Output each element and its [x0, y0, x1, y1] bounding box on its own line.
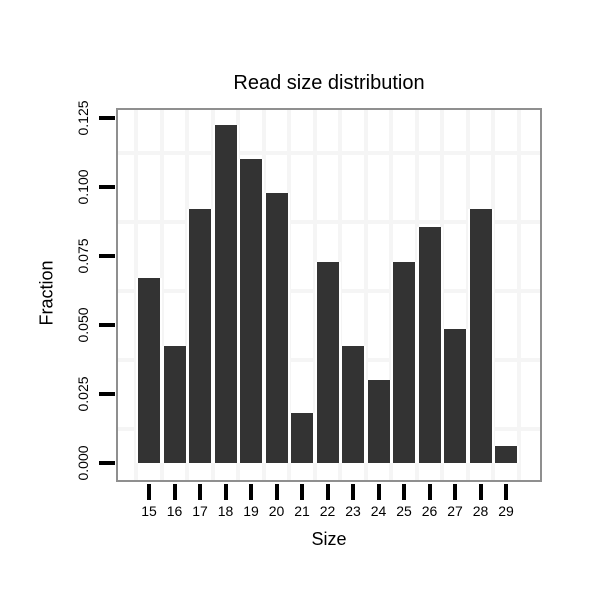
x-axis-tick — [376, 484, 381, 500]
y-axis-tick — [99, 116, 115, 120]
x-axis-tick — [198, 484, 202, 500]
bar — [493, 446, 519, 463]
x-axis-tick-label: 21 — [294, 503, 310, 519]
bar — [340, 346, 366, 463]
x-axis-tick — [274, 484, 279, 500]
x-axis-tick — [504, 484, 508, 500]
y-axis-tick-label: 0.100 — [75, 169, 91, 205]
x-axis-tick-label: 29 — [498, 503, 514, 519]
x-axis-tick-label: 19 — [243, 503, 259, 519]
bar — [212, 125, 239, 463]
chart-title: Read size distribution — [233, 72, 425, 94]
x-axis-tick — [402, 484, 406, 500]
x-axis-tick — [427, 484, 432, 500]
x-axis-tick — [300, 484, 304, 500]
x-axis-tick — [223, 484, 228, 500]
bar — [391, 262, 417, 463]
bar — [187, 209, 213, 463]
x-axis-tick — [351, 484, 355, 500]
bar — [467, 209, 494, 463]
x-axis-tick — [478, 484, 483, 500]
x-axis-tick-label: 25 — [396, 503, 412, 519]
x-axis-tick-label: 18 — [217, 503, 234, 519]
y-axis-tick-label: 0.125 — [75, 100, 91, 136]
x-axis-tick-label: 20 — [268, 503, 285, 519]
bar — [136, 278, 162, 463]
y-axis-tick — [99, 185, 115, 189]
x-axis-tick-label: 28 — [472, 503, 489, 519]
bar — [416, 227, 443, 463]
x-axis-tick-label: 17 — [192, 503, 208, 519]
x-axis-tick — [147, 484, 151, 500]
y-axis-tick — [99, 254, 115, 258]
x-axis-tick-label: 23 — [345, 503, 361, 519]
x-axis-tick-label: 16 — [166, 503, 183, 519]
x-axis-tick — [325, 484, 330, 500]
bar — [263, 193, 290, 463]
bar — [442, 329, 468, 463]
x-axis-tick-label: 24 — [370, 503, 387, 519]
minor-gridline-horizontal — [118, 150, 540, 155]
minor-gridline-vertical — [516, 110, 521, 480]
x-axis-tick-label: 26 — [421, 503, 438, 519]
bar — [314, 262, 341, 463]
y-axis-tick — [99, 461, 115, 465]
plot-panel — [116, 108, 542, 482]
y-axis-tick-label: 0.075 — [75, 238, 91, 274]
x-axis-tick — [249, 484, 253, 500]
x-axis-tick — [453, 484, 457, 500]
x-axis-tick-label: 27 — [447, 503, 463, 519]
y-axis-tick-label: 0.050 — [75, 307, 91, 343]
minor-gridline-vertical — [363, 110, 368, 480]
minor-gridline-horizontal — [118, 219, 540, 224]
y-axis-title: Fraction — [36, 260, 57, 326]
bar — [289, 413, 315, 463]
x-axis-title: Size — [311, 529, 347, 549]
bar — [238, 159, 264, 463]
bar — [161, 346, 188, 463]
x-axis-tick-label: 15 — [141, 503, 157, 519]
y-axis-tick-label: 0.025 — [75, 376, 91, 412]
x-axis-tick — [172, 484, 177, 500]
x-axis-tick-label: 22 — [319, 503, 336, 519]
y-axis-tick-label: 0.000 — [75, 445, 91, 481]
bar — [365, 380, 392, 463]
y-axis-tick — [99, 323, 115, 327]
y-axis-tick — [99, 392, 115, 396]
